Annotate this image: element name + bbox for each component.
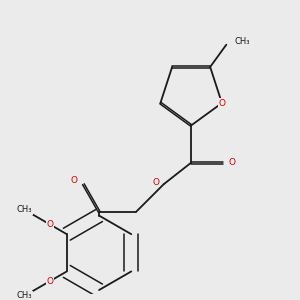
- Text: O: O: [46, 277, 53, 286]
- Text: O: O: [46, 220, 53, 229]
- Text: O: O: [152, 178, 159, 187]
- Text: O: O: [218, 99, 225, 108]
- Text: CH₃: CH₃: [234, 37, 250, 46]
- Text: O: O: [70, 176, 77, 185]
- Text: CH₃: CH₃: [16, 205, 32, 214]
- Text: O: O: [229, 158, 236, 167]
- Text: CH₃: CH₃: [16, 291, 32, 300]
